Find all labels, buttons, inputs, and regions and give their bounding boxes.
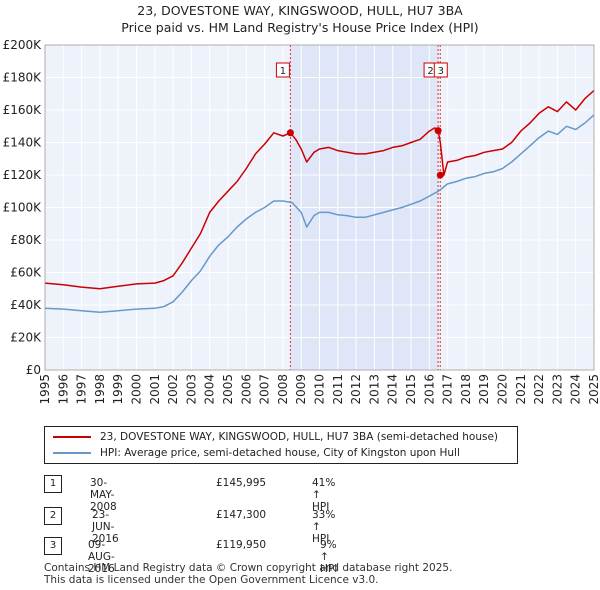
x-tick-label: 1996 (56, 374, 70, 405)
x-tick-label: 2018 (459, 374, 473, 405)
transaction-hpi: 9% ↑ HPI (320, 539, 338, 575)
x-tick-label: 2017 (441, 374, 455, 405)
x-tick-label: 2005 (221, 374, 235, 405)
transaction-price: £119,950 (216, 539, 267, 551)
transaction-number: 1 (44, 475, 62, 493)
sale-point (434, 127, 442, 135)
x-tick-label: 2003 (184, 374, 198, 405)
x-tick-label: 1998 (93, 374, 107, 405)
transaction-number: 3 (44, 537, 62, 555)
x-tick-label: 2010 (313, 374, 327, 405)
y-tick-label: £60K (10, 266, 42, 280)
transaction-date: 30-MAY-2008 (90, 477, 117, 513)
plot-border (44, 44, 595, 371)
x-tick-label: 2015 (404, 374, 418, 405)
y-tick-label: £40K (10, 298, 42, 312)
hpi-line (44, 114, 595, 314)
x-tick-label: 2007 (258, 374, 272, 405)
x-tick-label: 2014 (386, 374, 400, 405)
x-tick-label: 2025 (587, 374, 600, 405)
y-tick-label: £120K (3, 168, 43, 182)
sale-point (436, 171, 444, 179)
annotation-label: 2 (427, 66, 433, 77)
annotation-label: 1 (280, 66, 286, 77)
x-tick-label: 2016 (422, 374, 436, 405)
legend: 23, DOVESTONE WAY, KINGSWOOD, HULL, HU7 … (44, 426, 518, 464)
legend-line-red (53, 436, 91, 438)
x-tick-label: 2006 (239, 374, 253, 405)
footer: Contains HM Land Registry data © Crown c… (44, 562, 452, 586)
x-tick-label: 2009 (294, 374, 308, 405)
x-tick-label: 2012 (349, 374, 363, 405)
annotation-box (433, 62, 448, 78)
y-tick-label: £20K (10, 331, 42, 345)
y-tick-label: £0 (26, 363, 41, 377)
legend-item-hpi: HPI: Average price, semi-detached house,… (53, 445, 460, 461)
x-tick-label: 2023 (550, 374, 564, 405)
footer-line1: Contains HM Land Registry data © Crown c… (44, 562, 453, 574)
legend-line-blue (53, 452, 91, 454)
y-tick-label: £160K (3, 103, 43, 117)
legend-label-property: 23, DOVESTONE WAY, KINGSWOOD, HULL, HU7 … (100, 431, 499, 443)
y-tick-label: £100K (3, 201, 43, 215)
x-tick-label: 2019 (477, 374, 491, 405)
x-tick-label: 2020 (496, 374, 510, 405)
chart-title: 23, DOVESTONE WAY, KINGSWOOD, HULL, HU7 … (0, 2, 600, 36)
x-tick-label: 1997 (75, 374, 89, 405)
transaction-hpi: 41% ↑ HPI (312, 477, 336, 513)
legend-item-property: 23, DOVESTONE WAY, KINGSWOOD, HULL, HU7 … (53, 429, 498, 445)
annotation-box (275, 62, 290, 78)
x-tick-label: 2021 (514, 374, 528, 405)
x-tick-label: 2013 (367, 374, 381, 405)
x-tick-label: 2008 (276, 374, 290, 405)
y-tick-label: £200K (3, 38, 43, 52)
x-tick-label: 2024 (569, 374, 583, 405)
chart-title-line1: 23, DOVESTONE WAY, KINGSWOOD, HULL, HU7 … (137, 3, 463, 18)
x-tick-label: 2022 (532, 374, 546, 405)
x-tick-label: 2001 (148, 374, 162, 405)
x-tick-label: 1995 (38, 374, 52, 405)
transaction-date: 09-AUG-2016 (88, 539, 115, 575)
price-chart: £0 £20K £40K £60K £80K £100K £120K £140K £160K £1… (3, 38, 600, 405)
transaction-hpi: 33% ↑ HPI (312, 509, 336, 545)
transaction-price: £145,995 (216, 477, 267, 489)
x-tick-label: 2011 (331, 374, 345, 405)
transaction-price: £147,300 (216, 509, 267, 521)
x-tick-label: 2002 (166, 374, 180, 405)
sale-point (286, 129, 294, 137)
x-tick-label: 2000 (130, 374, 144, 405)
x-tick-label: 2004 (203, 374, 217, 405)
y-tick-label: £80K (10, 233, 42, 247)
transaction-date: 23-JUN-2016 (92, 509, 119, 545)
x-tick-label: 1999 (111, 374, 125, 405)
legend-label-hpi: HPI: Average price, semi-detached house,… (100, 447, 460, 459)
y-tick-label: £140K (3, 136, 43, 150)
footer-line2: This data is licensed under the Open Gov… (44, 574, 379, 586)
annotation-label: 3 (438, 66, 444, 77)
transaction-number: 2 (44, 507, 62, 525)
property-price-line (44, 89, 595, 290)
chart-title-line2: Price paid vs. HM Land Registry's House … (121, 20, 479, 35)
y-tick-label: £180K (3, 71, 43, 85)
